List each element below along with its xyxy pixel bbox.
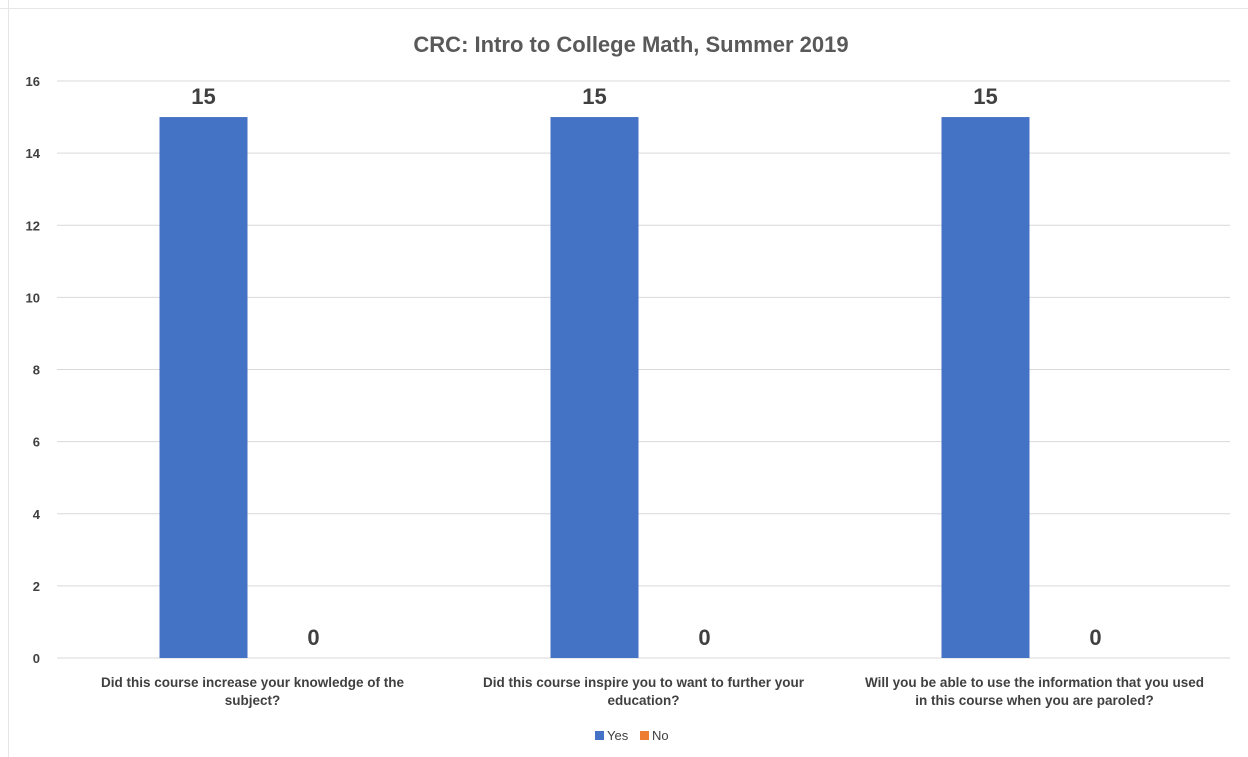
- data-label: 0: [1089, 625, 1101, 650]
- y-tick-label: 8: [33, 363, 40, 378]
- legend-swatch-no: [640, 731, 649, 740]
- data-label: 0: [698, 625, 710, 650]
- ruler-top: [0, 0, 1248, 9]
- chart-title: CRC: Intro to College Math, Summer 2019: [413, 32, 848, 57]
- data-label: 15: [582, 84, 606, 109]
- category-labels: Did this course increase your knowledge …: [101, 675, 1204, 708]
- y-tick-label: 14: [26, 146, 41, 161]
- category-label: Did this course increase your knowledge …: [101, 675, 405, 690]
- y-tick-label: 2: [33, 579, 40, 594]
- legend-label-no: No: [652, 728, 669, 743]
- ruler-left: [0, 0, 9, 757]
- category-label: education?: [607, 693, 679, 708]
- category-label: subject?: [225, 693, 281, 708]
- y-axis-ticks: 0 2 4 6 8 10 12 14 16: [26, 74, 41, 666]
- bar-yes: [941, 117, 1030, 658]
- category-label: Did this course inspire you to want to f…: [483, 675, 805, 690]
- data-label: 0: [307, 625, 319, 650]
- legend-swatch-yes: [595, 731, 604, 740]
- data-label: 15: [973, 84, 997, 109]
- bar-yes: [159, 117, 248, 658]
- gridlines: [57, 80, 1230, 659]
- y-tick-label: 4: [33, 507, 41, 522]
- bars: [159, 117, 1030, 658]
- y-tick-label: 6: [33, 435, 40, 450]
- category-label: in this course when you are paroled?: [915, 693, 1154, 708]
- y-tick-label: 10: [26, 290, 40, 305]
- legend: Yes No: [595, 728, 669, 743]
- y-tick-label: 16: [26, 74, 40, 89]
- category-label: Will you be able to use the information …: [865, 675, 1204, 690]
- y-tick-label: 12: [26, 218, 40, 233]
- data-labels: 15 0 15 0 15 0: [191, 84, 1101, 650]
- legend-label-yes: Yes: [607, 728, 629, 743]
- bar-yes: [550, 117, 639, 658]
- y-tick-label: 0: [33, 651, 40, 666]
- data-label: 15: [191, 84, 215, 109]
